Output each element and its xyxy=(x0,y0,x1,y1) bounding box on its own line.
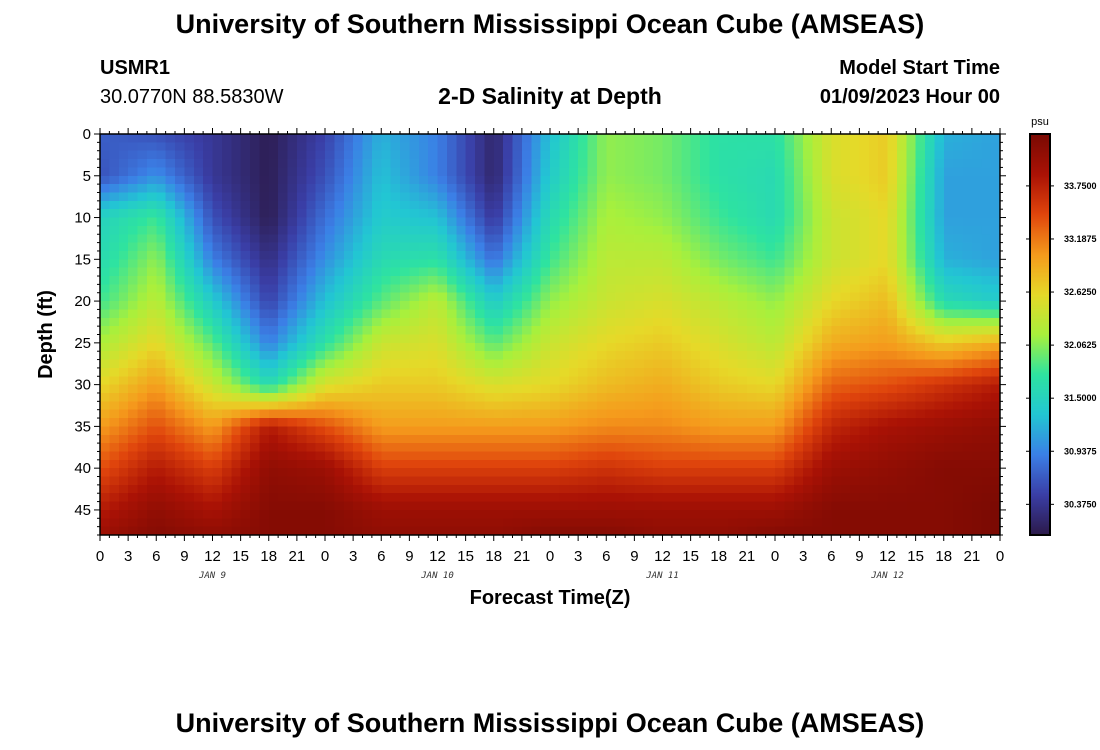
x-tick-label: 6 xyxy=(377,548,385,565)
y-tick-label: 40 xyxy=(74,460,91,477)
colorbar-tick-label: 32.0625 xyxy=(1064,340,1097,350)
page-title: University of Southern Mississippi Ocean… xyxy=(175,9,925,39)
station-name: USMR1 xyxy=(100,57,171,79)
station-coordinates: 30.0770N 88.5830W xyxy=(100,86,284,108)
x-tick-label: 6 xyxy=(827,548,835,565)
y-tick-label: 5 xyxy=(83,168,91,185)
y-tick-label: 25 xyxy=(74,335,91,352)
x-day-label: JAN 12 xyxy=(870,571,904,581)
colorbar-gradient xyxy=(1030,134,1050,535)
x-day-label: JAN 9 xyxy=(198,571,226,581)
colorbar-unit: psu xyxy=(1031,116,1049,128)
x-tick-label: 3 xyxy=(799,548,807,565)
x-axis-title: Forecast Time(Z) xyxy=(470,587,631,609)
x-tick-label: 21 xyxy=(739,548,756,565)
x-tick-label: 15 xyxy=(907,548,924,565)
colorbar-tick-label: 33.7500 xyxy=(1064,181,1097,191)
x-tick-label: 15 xyxy=(682,548,699,565)
x-day-label: JAN 10 xyxy=(420,571,454,581)
x-tick-label: 9 xyxy=(630,548,638,565)
x-tick-label: 12 xyxy=(429,548,446,565)
colorbar-tick-label: 30.3750 xyxy=(1064,499,1097,509)
y-axis-title: Depth (ft) xyxy=(35,290,57,379)
salinity-heatmap xyxy=(100,134,1000,535)
x-tick-label: 0 xyxy=(546,548,554,565)
x-day-label: JAN 11 xyxy=(645,571,679,581)
x-tick-label: 18 xyxy=(710,548,727,565)
colorbar-tick-label: 32.6250 xyxy=(1064,287,1097,297)
y-tick-label: 35 xyxy=(74,418,91,435)
y-tick-label: 30 xyxy=(74,377,91,394)
y-tick-label: 0 xyxy=(83,126,91,143)
axis-labels: 0 3 6 9 12 15 18 21 0 3 6 9 12 15 18 21 0 3 6 9 12 15 18 21 0 3 6 9… xyxy=(74,126,1096,581)
x-tick-label: 9 xyxy=(405,548,413,565)
x-tick-label: 9 xyxy=(855,548,863,565)
x-tick-label: 6 xyxy=(152,548,160,565)
x-tick-label: 15 xyxy=(457,548,474,565)
product-title: 2-D Salinity at Depth xyxy=(438,83,662,109)
x-tick-label: 0 xyxy=(996,548,1004,565)
x-tick-label: 9 xyxy=(180,548,188,565)
x-tick-label: 21 xyxy=(964,548,981,565)
model-start-label: Model Start Time xyxy=(839,57,1000,79)
x-tick-label: 6 xyxy=(602,548,610,565)
x-tick-label: 0 xyxy=(96,548,104,565)
x-tick-label: 18 xyxy=(260,548,277,565)
y-tick-label: 10 xyxy=(74,210,91,227)
colorbar-tick-label: 31.5000 xyxy=(1064,393,1097,403)
x-tick-label: 12 xyxy=(204,548,221,565)
x-tick-label: 0 xyxy=(321,548,329,565)
x-tick-label: 18 xyxy=(485,548,502,565)
colorbar-frame xyxy=(1029,133,1051,536)
x-tick-label: 15 xyxy=(232,548,249,565)
y-tick-label: 15 xyxy=(74,251,91,268)
y-tick-label: 20 xyxy=(74,293,91,310)
x-tick-label: 21 xyxy=(514,548,531,565)
colorbar-tick-label: 33.1875 xyxy=(1064,234,1097,244)
model-start-value: 01/09/2023 Hour 00 xyxy=(819,86,1000,108)
x-tick-label: 3 xyxy=(124,548,132,565)
x-tick-label: 12 xyxy=(879,548,896,565)
colorbar-tick-label: 30.9375 xyxy=(1064,446,1097,456)
x-tick-label: 3 xyxy=(574,548,582,565)
footer-title: University of Southern Mississippi Ocean… xyxy=(175,708,925,738)
x-tick-label: 0 xyxy=(771,548,779,565)
axis-ticks xyxy=(94,128,1054,541)
x-tick-label: 21 xyxy=(289,548,306,565)
x-tick-label: 12 xyxy=(654,548,671,565)
x-tick-label: 3 xyxy=(349,548,357,565)
y-tick-label: 45 xyxy=(74,502,91,519)
x-tick-label: 18 xyxy=(935,548,952,565)
